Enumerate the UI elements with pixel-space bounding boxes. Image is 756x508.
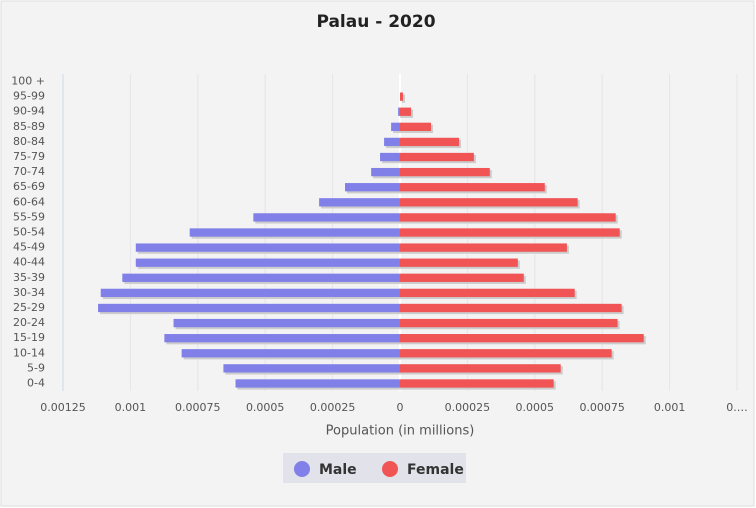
y-tick-label: 0-4 xyxy=(27,376,45,389)
bar xyxy=(135,243,401,252)
bar xyxy=(400,258,518,267)
bar xyxy=(400,364,561,373)
bar xyxy=(400,228,620,237)
x-tick-label: 0.… xyxy=(726,401,748,414)
bar xyxy=(400,167,490,177)
x-tick-label: 0.00025 xyxy=(445,401,491,414)
bar xyxy=(400,273,524,282)
bar xyxy=(189,228,400,237)
bar xyxy=(400,92,403,101)
y-tick-label: 10-14 xyxy=(13,346,45,359)
bar xyxy=(122,273,400,282)
bar xyxy=(400,183,545,192)
bar xyxy=(391,122,400,131)
bar xyxy=(164,334,400,343)
bar xyxy=(400,303,622,313)
bar xyxy=(400,152,474,162)
y-tick-label: 25-29 xyxy=(13,301,45,314)
y-tick-label: 65-69 xyxy=(13,180,45,193)
y-tick-label: 80-84 xyxy=(13,135,45,148)
y-tick-label: 95-99 xyxy=(13,90,45,103)
x-tick-label: 0.00125 xyxy=(40,401,86,414)
bar xyxy=(223,364,400,373)
x-tick-label: 0.00075 xyxy=(579,401,625,414)
chart-title: Palau - 2020 xyxy=(316,12,435,32)
bar xyxy=(319,198,400,207)
bar xyxy=(400,122,432,131)
legend-label[interactable]: Female xyxy=(407,462,464,478)
bar xyxy=(400,213,616,222)
y-tick-label: 85-89 xyxy=(13,120,45,133)
legend-label[interactable]: Male xyxy=(319,462,357,478)
x-axis-title: Population (in millions) xyxy=(326,424,475,439)
bar xyxy=(400,107,412,116)
x-tick-label: 0.0005 xyxy=(516,401,555,414)
bar xyxy=(173,318,400,328)
x-tick-label: 0.001 xyxy=(654,401,686,414)
bar xyxy=(98,303,400,313)
y-tick-label: 45-49 xyxy=(13,241,45,254)
y-tick-label: 40-44 xyxy=(13,256,45,269)
bar xyxy=(135,258,401,267)
y-tick-label: 35-39 xyxy=(13,271,45,284)
bar xyxy=(400,379,554,388)
legend-box xyxy=(283,453,466,483)
bar xyxy=(400,334,644,343)
bar xyxy=(400,349,612,358)
bar xyxy=(398,107,400,116)
bar xyxy=(400,288,575,298)
x-tick-label: 0 xyxy=(397,401,404,414)
bar xyxy=(400,198,578,207)
x-tick-label: 0.0005 xyxy=(246,401,285,414)
bar xyxy=(384,137,400,147)
y-tick-label: 100 + xyxy=(11,75,45,88)
bar xyxy=(380,152,400,162)
y-tick-label: 15-19 xyxy=(13,331,45,344)
legend-marker[interactable] xyxy=(294,461,310,477)
y-tick-label: 90-94 xyxy=(13,105,45,118)
y-tick-label: 75-79 xyxy=(13,150,45,163)
bar xyxy=(181,349,400,358)
shadow xyxy=(402,94,405,103)
y-tick-label: 60-64 xyxy=(13,195,45,208)
bar xyxy=(235,379,400,388)
x-tick-label: 0.001 xyxy=(115,401,147,414)
legend-marker[interactable] xyxy=(382,461,398,477)
bar xyxy=(253,213,400,222)
y-tick-label: 30-34 xyxy=(13,286,45,299)
bar xyxy=(100,288,400,298)
bar xyxy=(400,137,460,147)
y-tick-label: 5-9 xyxy=(27,361,45,374)
bar xyxy=(400,318,618,328)
y-tick-label: 50-54 xyxy=(13,226,45,239)
y-tick-label: 55-59 xyxy=(13,210,45,223)
bar xyxy=(345,183,400,192)
bar xyxy=(400,243,567,252)
y-tick-label: 20-24 xyxy=(13,316,45,329)
x-tick-label: 0.00075 xyxy=(175,401,221,414)
x-tick-label: 0.00025 xyxy=(310,401,356,414)
y-tick-label: 70-74 xyxy=(13,165,45,178)
bar xyxy=(371,167,400,177)
